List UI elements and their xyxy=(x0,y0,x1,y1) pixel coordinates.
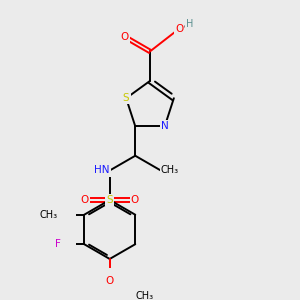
Text: CH₃: CH₃ xyxy=(40,210,58,220)
Text: S: S xyxy=(106,195,113,205)
Text: CH₃: CH₃ xyxy=(161,166,179,176)
Text: H: H xyxy=(186,20,193,29)
Text: O: O xyxy=(131,195,139,205)
Text: O: O xyxy=(80,195,89,205)
Text: S: S xyxy=(123,93,130,103)
Text: O: O xyxy=(120,32,129,42)
Text: N: N xyxy=(161,121,169,131)
Text: HN: HN xyxy=(94,166,110,176)
Text: O: O xyxy=(106,276,114,286)
Text: F: F xyxy=(55,239,61,249)
Text: O: O xyxy=(175,24,183,34)
Text: CH₃: CH₃ xyxy=(135,291,153,300)
